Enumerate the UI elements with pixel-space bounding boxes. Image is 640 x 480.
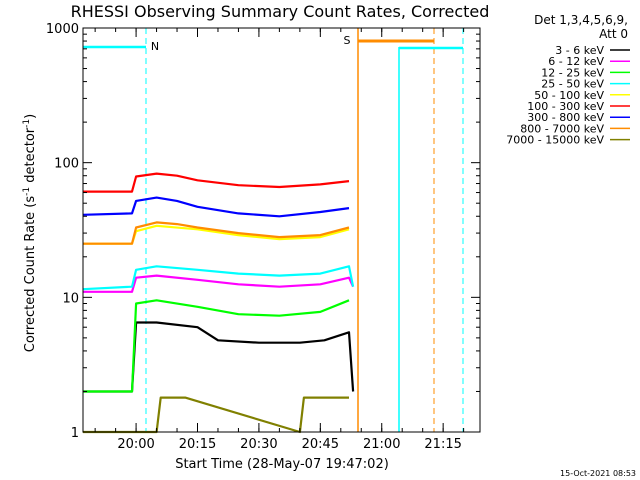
footer-date: 15-Oct-2021 08:53 bbox=[560, 469, 636, 478]
series-line-6-12-kev bbox=[82, 274, 355, 293]
series-line-100-300-kev bbox=[82, 172, 350, 193]
n-band: N bbox=[83, 28, 159, 432]
y-tick-label: 1000 bbox=[46, 22, 79, 37]
x-tick-label: 20:00 bbox=[117, 437, 154, 452]
n-band-2 bbox=[398, 28, 464, 432]
s-band: S bbox=[344, 28, 435, 432]
legend-detector-line1: Det 1,3,4,5,6,9, bbox=[534, 13, 628, 27]
legend-label-3-6-kev: 3 - 6 keV bbox=[555, 44, 604, 57]
legend-label-6-12-kev: 6 - 12 keV bbox=[548, 55, 604, 68]
plot-frame bbox=[82, 27, 481, 433]
y-axis-title: Corrected Count Rate (s-1 detector-1) bbox=[22, 114, 38, 352]
series-line-12-25-kev bbox=[82, 299, 350, 393]
x-axis-title: Start Time (28-May-07 19:47:02) bbox=[175, 457, 389, 472]
y-tick-label: 1 bbox=[71, 426, 79, 441]
x-tick-label: 20:15 bbox=[179, 437, 216, 452]
series-layer bbox=[82, 172, 355, 434]
y-tick-label: 10 bbox=[62, 291, 79, 306]
x-tick-label: 21:00 bbox=[363, 437, 400, 452]
legend-label-50-100-kev: 50 - 100 keV bbox=[534, 89, 604, 102]
x-tick-label: 21:15 bbox=[424, 437, 461, 452]
legend-label-7000-15000-kev: 7000 - 15000 keV bbox=[506, 134, 604, 147]
legend-detector-line2: Att 0 bbox=[599, 27, 628, 41]
legend-label-300-800-kev: 300 - 800 keV bbox=[527, 111, 604, 124]
x-tick-label: 20:30 bbox=[240, 437, 277, 452]
s-marker-label: S bbox=[344, 34, 351, 47]
series-line-800-7000-kev bbox=[82, 221, 350, 245]
band-overlays: N S bbox=[83, 28, 464, 432]
plot-area: N S 1 10 100 1000 20:00 20:15 20:30 20:45 21:00 2… bbox=[46, 22, 481, 452]
y-tick-label: 100 bbox=[54, 157, 79, 172]
legend-label-100-300-kev: 100 - 300 keV bbox=[527, 100, 604, 113]
legend-label-12-25-kev: 12 - 25 keV bbox=[541, 66, 604, 79]
n-marker-label: N bbox=[151, 40, 159, 53]
series-line-25-50-kev bbox=[82, 265, 355, 291]
legend-label-800-7000-kev: 800 - 7000 keV bbox=[520, 122, 604, 135]
x-tick-label: 20:45 bbox=[302, 437, 339, 452]
chart-title: RHESSI Observing Summary Count Rates, Co… bbox=[71, 2, 490, 21]
axes: 1 10 100 1000 20:00 20:15 20:30 20:45 21:00 21:15 bbox=[46, 22, 480, 452]
legend-label-25-50-kev: 25 - 50 keV bbox=[541, 78, 604, 91]
series-line-300-800-kev bbox=[82, 196, 350, 218]
